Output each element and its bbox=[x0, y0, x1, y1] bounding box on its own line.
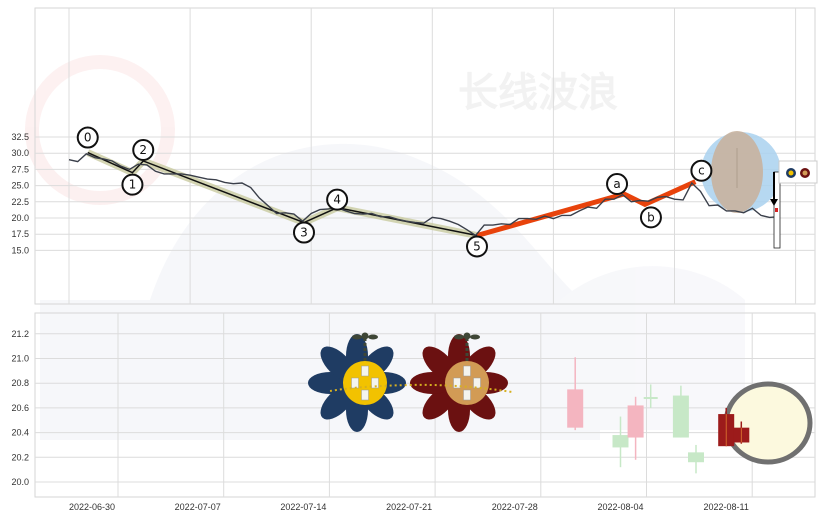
x-tick-label: 2022-07-07 bbox=[175, 502, 221, 512]
x-tick-label: 2022-08-11 bbox=[704, 502, 749, 512]
flower-leaf bbox=[470, 334, 480, 340]
impulse-wave-line bbox=[87, 151, 478, 237]
legend-box bbox=[778, 160, 818, 184]
candle bbox=[643, 384, 658, 408]
candle-y-tick-label: 20.4 bbox=[11, 428, 29, 438]
watermark-wave-image-2 bbox=[560, 266, 745, 430]
candle bbox=[688, 444, 704, 474]
flower-leaf bbox=[454, 334, 464, 340]
candle-x-axis: 2022-06-30 2022-07-07 2022-07-14 2022-07-21… bbox=[69, 502, 749, 512]
corrective-wave-line bbox=[476, 179, 697, 238]
wave-label-0: 0 bbox=[84, 131, 92, 145]
wave-label-circle-1 bbox=[121, 173, 144, 196]
wave-label-3: 3 bbox=[300, 226, 308, 240]
candle bbox=[612, 416, 629, 468]
wave-label-circle-3 bbox=[292, 221, 315, 244]
mahjong-tile-icon bbox=[361, 365, 369, 377]
legend-frame bbox=[778, 160, 818, 184]
wave-label-a: a bbox=[613, 177, 620, 191]
price-y-axis: 15.0 17.5 20.0 22.5 25.0 27.5 30.0 32.5 bbox=[11, 132, 29, 255]
candle bbox=[672, 385, 689, 438]
candle-body bbox=[672, 395, 689, 438]
price-y-tick-label: 27.5 bbox=[11, 164, 29, 174]
candle-y-axis: 20.0 20.2 20.4 20.6 20.8 21.0 21.2 bbox=[11, 329, 29, 487]
wave-label-circle-4 bbox=[326, 188, 349, 211]
wave-label-circle-5 bbox=[465, 235, 488, 258]
x-tick-label: 2022-08-04 bbox=[597, 502, 643, 512]
mahjong-tile-icon bbox=[371, 377, 379, 389]
wave-label-circle-a bbox=[606, 173, 629, 196]
red-flower-decoration bbox=[410, 332, 508, 432]
candle-y-tick-label: 20.0 bbox=[11, 477, 29, 487]
price-panel-frame bbox=[34, 7, 816, 305]
price-y-tick-label: 15.0 bbox=[11, 245, 29, 255]
candle bbox=[718, 407, 735, 447]
mahjong-tile-icon bbox=[361, 389, 369, 401]
price-y-tick-label: 32.5 bbox=[11, 132, 29, 142]
recent-zone-highlight bbox=[701, 131, 781, 213]
candle-body bbox=[688, 452, 704, 463]
candle bbox=[627, 396, 644, 460]
x-tick-label: 2022-06-30 bbox=[69, 502, 115, 512]
legend-blue-flower-center bbox=[788, 170, 794, 176]
candle-panel: 20.020.220.420.620.821.021.2 2022-06-30 2… bbox=[11, 312, 816, 512]
candle-body bbox=[567, 389, 584, 428]
wave-label-2: 2 bbox=[139, 143, 147, 157]
price-y-tick-label: 25.0 bbox=[11, 181, 29, 191]
price-line bbox=[68, 152, 779, 237]
mahjong-tile-icon bbox=[473, 377, 481, 389]
price-y-tick-label: 30.0 bbox=[11, 148, 29, 158]
price-y-tick-label: 20.0 bbox=[11, 213, 29, 223]
wave-labels: 0 1 2 3 4 5 a b c bbox=[76, 126, 713, 258]
wave-label-circle-c bbox=[690, 159, 713, 182]
x-tick-label: 2022-07-28 bbox=[492, 502, 538, 512]
wave-lines bbox=[86, 149, 697, 239]
candle-y-tick-label: 20.2 bbox=[11, 452, 29, 462]
candles bbox=[567, 357, 750, 474]
price-panel: 15.0 17.5 20.0 22.5 25.0 27.5 30.0 32.5 0 1 2 3 4 5 a… bbox=[11, 7, 818, 305]
wave-label-1: 1 bbox=[129, 178, 137, 192]
flower-leaf bbox=[368, 334, 378, 340]
candle-body bbox=[627, 405, 644, 438]
candle bbox=[567, 357, 584, 431]
signal-dot bbox=[775, 208, 778, 212]
wave-label-circle-2 bbox=[132, 138, 155, 161]
candle-y-tick-label: 20.6 bbox=[11, 403, 29, 413]
legend-red-flower-center bbox=[802, 170, 808, 176]
wave-label-circle-0 bbox=[76, 126, 99, 149]
wave-label-5: 5 bbox=[473, 239, 481, 253]
flower-leaf bbox=[352, 334, 362, 340]
blue-flower-decoration bbox=[308, 332, 406, 432]
candle-panel-frame bbox=[34, 312, 816, 498]
recent-candles-highlight bbox=[723, 381, 813, 465]
wave-label-c: c bbox=[698, 164, 705, 178]
flower-bud bbox=[463, 332, 471, 340]
candle-y-tick-label: 21.0 bbox=[11, 354, 29, 364]
watermark-red-seal bbox=[25, 55, 175, 205]
wave-label-4: 4 bbox=[333, 193, 341, 207]
candle-body bbox=[612, 435, 629, 448]
mahjong-tile-icon bbox=[351, 377, 359, 389]
flower-decorations bbox=[308, 332, 513, 432]
mahjong-tile-icon bbox=[453, 377, 461, 389]
mahjong-tile-icon bbox=[463, 389, 471, 401]
flower-center bbox=[445, 361, 489, 405]
candle-y-tick-label: 21.2 bbox=[11, 329, 29, 339]
candle bbox=[733, 421, 750, 444]
price-y-tick-label: 22.5 bbox=[11, 197, 29, 207]
wave-label-b: b bbox=[647, 210, 655, 224]
mahjong-tile-icon bbox=[463, 365, 471, 377]
x-tick-label: 2022-07-21 bbox=[386, 502, 432, 512]
flower-center bbox=[343, 361, 387, 405]
candle-y-tick-label: 20.8 bbox=[11, 378, 29, 388]
watermark-text: 长线波浪 bbox=[458, 70, 618, 116]
wave-label-circle-b bbox=[639, 206, 662, 229]
price-y-tick-label: 17.5 bbox=[11, 229, 29, 239]
signal-marker bbox=[770, 171, 781, 249]
flower-bud bbox=[361, 332, 369, 340]
flower-vine bbox=[329, 383, 513, 393]
down-arrow-head-icon bbox=[770, 199, 778, 206]
x-tick-label: 2022-07-14 bbox=[280, 502, 326, 512]
